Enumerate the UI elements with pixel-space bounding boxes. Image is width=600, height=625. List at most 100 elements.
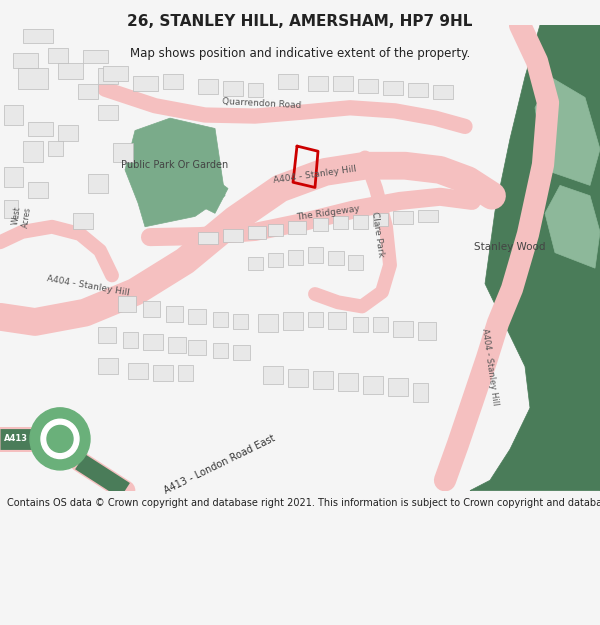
Polygon shape: [98, 358, 118, 374]
Text: Quarrendon Road: Quarrendon Road: [222, 97, 302, 110]
Polygon shape: [73, 213, 93, 229]
Text: A404 - Stanley Hill: A404 - Stanley Hill: [480, 328, 500, 406]
Polygon shape: [358, 79, 378, 93]
Polygon shape: [348, 255, 363, 270]
Polygon shape: [233, 314, 248, 329]
Polygon shape: [333, 76, 353, 91]
Polygon shape: [125, 118, 225, 227]
Polygon shape: [98, 327, 116, 342]
Polygon shape: [328, 251, 344, 265]
Polygon shape: [288, 249, 303, 265]
Polygon shape: [418, 322, 436, 339]
Polygon shape: [198, 232, 218, 244]
Polygon shape: [223, 81, 243, 96]
Polygon shape: [470, 25, 600, 491]
Polygon shape: [133, 76, 158, 91]
Polygon shape: [98, 104, 118, 120]
Polygon shape: [288, 221, 306, 234]
Polygon shape: [213, 342, 228, 358]
Polygon shape: [278, 74, 298, 89]
Polygon shape: [4, 104, 23, 126]
Text: Clare Park: Clare Park: [370, 211, 386, 258]
Polygon shape: [88, 174, 108, 192]
Polygon shape: [78, 84, 98, 99]
Polygon shape: [288, 369, 308, 387]
Circle shape: [30, 408, 90, 470]
Polygon shape: [333, 216, 348, 229]
Polygon shape: [248, 226, 266, 239]
Polygon shape: [190, 175, 228, 213]
Polygon shape: [118, 296, 136, 312]
Polygon shape: [393, 211, 413, 224]
Polygon shape: [58, 126, 78, 141]
Polygon shape: [48, 48, 68, 63]
Polygon shape: [338, 372, 358, 391]
Text: 26, STANLEY HILL, AMERSHAM, HP7 9HL: 26, STANLEY HILL, AMERSHAM, HP7 9HL: [127, 14, 473, 29]
Polygon shape: [363, 376, 383, 394]
Text: A404 - Stanley Hill: A404 - Stanley Hill: [46, 274, 130, 298]
Polygon shape: [163, 74, 183, 89]
Polygon shape: [545, 186, 600, 268]
Polygon shape: [28, 182, 48, 198]
Polygon shape: [353, 216, 368, 229]
Polygon shape: [98, 69, 118, 84]
Circle shape: [47, 426, 73, 452]
Text: A413: A413: [4, 434, 28, 443]
Polygon shape: [258, 314, 278, 332]
Polygon shape: [103, 66, 128, 81]
Polygon shape: [28, 122, 53, 136]
Polygon shape: [373, 317, 388, 332]
Text: Contains OS data © Crown copyright and database right 2021. This information is : Contains OS data © Crown copyright and d…: [7, 498, 600, 508]
Polygon shape: [248, 257, 263, 270]
Text: Map shows position and indicative extent of the property.: Map shows position and indicative extent…: [130, 48, 470, 61]
Polygon shape: [83, 50, 108, 63]
Polygon shape: [313, 371, 333, 389]
Polygon shape: [263, 366, 283, 384]
Polygon shape: [328, 312, 346, 329]
Polygon shape: [123, 332, 138, 348]
Polygon shape: [188, 309, 206, 324]
Polygon shape: [58, 63, 83, 79]
Polygon shape: [4, 200, 18, 219]
Polygon shape: [353, 317, 368, 332]
Polygon shape: [433, 85, 453, 99]
Polygon shape: [313, 219, 328, 231]
Polygon shape: [418, 210, 438, 222]
Polygon shape: [153, 366, 173, 381]
Polygon shape: [213, 312, 228, 327]
Polygon shape: [413, 383, 428, 402]
Polygon shape: [308, 248, 323, 263]
Polygon shape: [223, 229, 243, 242]
Polygon shape: [23, 141, 43, 162]
Polygon shape: [373, 213, 388, 226]
Polygon shape: [188, 339, 206, 355]
Polygon shape: [388, 378, 408, 396]
Polygon shape: [143, 301, 160, 317]
Polygon shape: [4, 167, 23, 187]
Polygon shape: [308, 76, 328, 91]
Polygon shape: [268, 253, 283, 267]
Text: A404 - Stanley Hill: A404 - Stanley Hill: [273, 165, 357, 186]
Polygon shape: [268, 224, 283, 236]
Polygon shape: [198, 79, 218, 94]
Text: Public Park Or Garden: Public Park Or Garden: [121, 159, 229, 169]
Polygon shape: [18, 69, 48, 89]
Polygon shape: [143, 334, 163, 350]
Circle shape: [41, 419, 79, 459]
Polygon shape: [383, 81, 403, 96]
Polygon shape: [113, 143, 133, 162]
Polygon shape: [168, 338, 186, 353]
Polygon shape: [166, 306, 183, 322]
Polygon shape: [308, 312, 323, 327]
Polygon shape: [233, 345, 250, 360]
Polygon shape: [178, 366, 193, 381]
Text: West
Acres: West Acres: [11, 204, 33, 228]
Polygon shape: [408, 83, 428, 98]
Polygon shape: [393, 321, 413, 338]
Text: The Ridgeway: The Ridgeway: [296, 204, 360, 222]
Polygon shape: [48, 141, 63, 156]
Polygon shape: [248, 83, 263, 98]
Polygon shape: [283, 312, 303, 330]
Polygon shape: [128, 363, 148, 379]
Polygon shape: [13, 53, 38, 69]
